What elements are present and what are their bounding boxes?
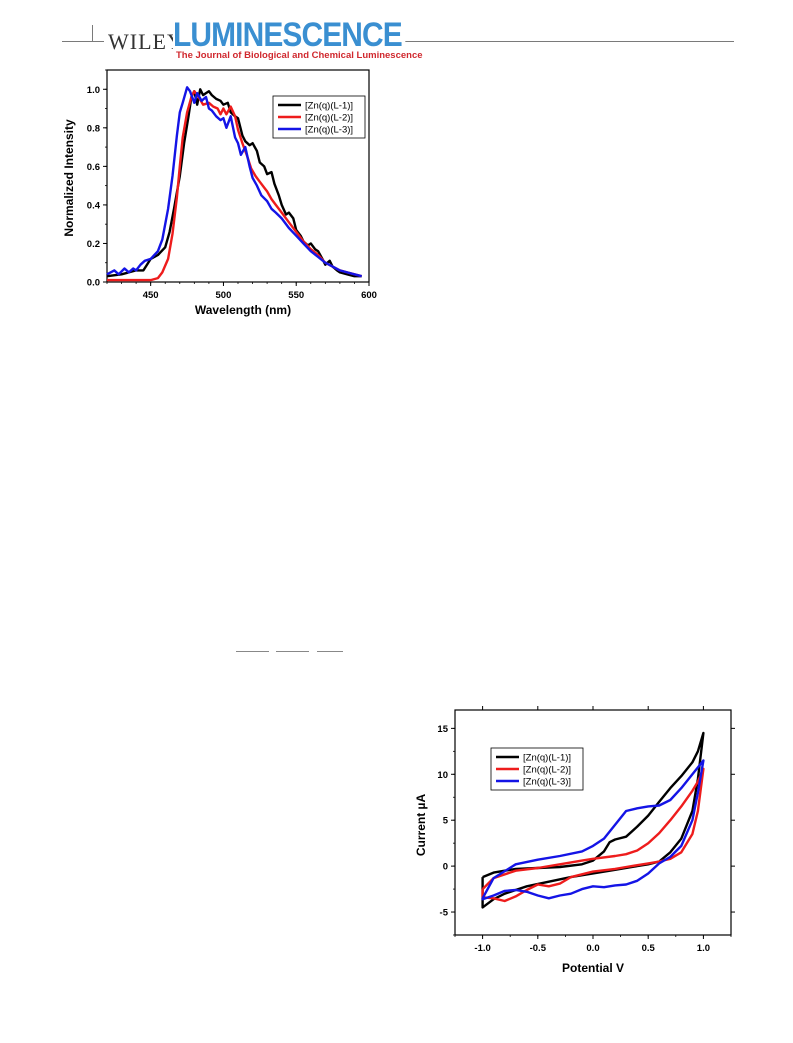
x-tick-label: 550 [288,290,304,301]
y-tick-label: 0.0 [87,278,100,289]
legend-label: [Zn(q)(L-3)] [305,125,353,136]
x-tick-label: 450 [143,290,159,301]
header-tick [92,25,93,42]
chart1-plot-area: 450 500 550 600 0.0 0.2 0.4 0.6 0.8 1.0 [87,69,377,301]
journal-header: WILEY LUMINESCENCE The Journal of Biolog… [0,0,793,70]
legend-label: [Zn(q)(L-1)] [305,101,353,112]
series-line-2 [481,767,705,903]
series-line-2 [107,90,363,282]
series-line-3 [481,759,705,901]
x-tick-label: 1.0 [697,943,710,954]
journal-name: LUMINESCENCE [173,18,406,52]
y-tick-label: -5 [440,908,449,919]
emission-spectra-chart: Normalized Intensity Wavelength (nm) 450… [62,69,377,317]
y-tick-label: 0.6 [87,162,100,173]
legend-box [272,95,366,139]
y-tick-label: 0 [443,862,448,873]
x-tick-label: -1.0 [474,943,490,954]
legend-label: [Zn(q)(L-2)] [523,765,571,776]
y-tick-label: 15 [437,724,448,735]
legend-label: [Zn(q)(L-3)] [523,777,571,788]
plot-frame [454,709,732,936]
text-fragment-lines [236,651,346,653]
x-tick-label: -0.5 [530,943,547,954]
legend-label: [Zn(q)(L-2)] [305,113,353,124]
series-line-3 [106,86,363,278]
chart2-ylabel: Current µA [414,794,428,857]
x-tick-label: 0.5 [642,943,656,954]
x-tick-label: 0.0 [586,943,599,954]
x-tick-label: 500 [216,290,232,301]
y-tick-label: 10 [437,770,448,781]
chart1-xlabel: Wavelength (nm) [195,303,291,317]
y-tick-label: 0.8 [87,123,100,134]
x-tick-label: 600 [361,290,377,301]
chart2-legend: [Zn(q)(L-1)][Zn(q)(L-2)][Zn(q)(L-3)] [490,747,584,791]
journal-subtitle: The Journal of Biological and Chemical L… [176,50,423,61]
chart1-legend: [Zn(q)(L-1)][Zn(q)(L-2)][Zn(q)(L-3)] [272,95,366,139]
legend-label: [Zn(q)(L-1)] [523,753,571,764]
series-line-1 [481,731,705,909]
y-tick-label: 0.4 [87,200,101,211]
chart2-plot-area: -1.0 -0.5 0.0 0.5 1.0 -5 0 5 10 15 [437,706,735,954]
chart2-xlabel: Potential V [562,961,624,975]
chart1-ylabel: Normalized Intensity [62,119,76,237]
y-tick-label: 1.0 [87,85,100,96]
y-tick-label: 5 [443,816,449,827]
y-tick-label: 0.2 [87,239,100,250]
cyclic-voltammetry-chart: Current µA Potential V -1.0 -0.5 0.0 0.5 1.0… [414,706,735,975]
